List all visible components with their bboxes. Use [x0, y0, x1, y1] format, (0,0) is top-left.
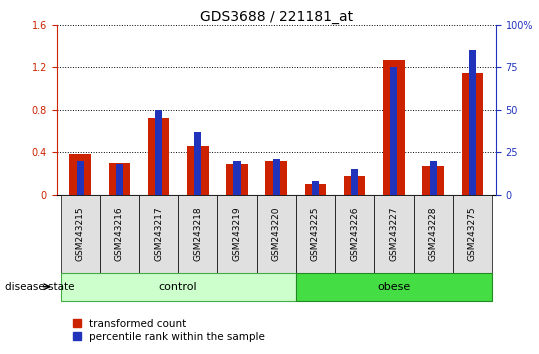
- Bar: [194, 132, 202, 195]
- Text: GSM243228: GSM243228: [429, 206, 438, 261]
- Bar: [335, 195, 374, 273]
- Text: GSM243225: GSM243225: [311, 206, 320, 261]
- Bar: [108, 163, 130, 195]
- Bar: [430, 161, 437, 195]
- Bar: [226, 164, 248, 195]
- Bar: [296, 273, 492, 301]
- Title: GDS3688 / 221181_at: GDS3688 / 221181_at: [199, 10, 353, 24]
- Bar: [469, 50, 476, 195]
- Bar: [312, 181, 319, 195]
- Legend: transformed count, percentile rank within the sample: transformed count, percentile rank withi…: [73, 319, 265, 342]
- Bar: [60, 273, 296, 301]
- Bar: [217, 195, 257, 273]
- Bar: [351, 169, 358, 195]
- Bar: [139, 195, 178, 273]
- Bar: [100, 195, 139, 273]
- Bar: [273, 159, 280, 195]
- Bar: [383, 60, 405, 195]
- Text: disease state: disease state: [5, 282, 75, 292]
- Bar: [374, 195, 413, 273]
- Text: GSM243227: GSM243227: [389, 206, 398, 261]
- Bar: [155, 110, 162, 195]
- Bar: [413, 195, 453, 273]
- Bar: [70, 154, 91, 195]
- Bar: [187, 146, 209, 195]
- Text: GSM243275: GSM243275: [468, 206, 477, 261]
- Bar: [453, 195, 492, 273]
- Text: GSM243217: GSM243217: [154, 206, 163, 261]
- Bar: [305, 184, 326, 195]
- Text: obese: obese: [377, 282, 411, 292]
- Bar: [344, 176, 365, 195]
- Bar: [390, 67, 397, 195]
- Text: control: control: [159, 282, 197, 292]
- Bar: [116, 164, 123, 195]
- Bar: [423, 166, 444, 195]
- Bar: [233, 161, 240, 195]
- Bar: [257, 195, 296, 273]
- Text: GSM243220: GSM243220: [272, 206, 281, 261]
- Bar: [60, 195, 100, 273]
- Bar: [178, 195, 217, 273]
- Bar: [296, 195, 335, 273]
- Text: GSM243219: GSM243219: [232, 206, 241, 261]
- Text: GSM243226: GSM243226: [350, 206, 359, 261]
- Text: GSM243216: GSM243216: [115, 206, 124, 261]
- Bar: [148, 118, 169, 195]
- Bar: [265, 161, 287, 195]
- Bar: [77, 161, 84, 195]
- Text: GSM243218: GSM243218: [194, 206, 202, 261]
- Bar: [461, 73, 483, 195]
- Text: GSM243215: GSM243215: [75, 206, 85, 261]
